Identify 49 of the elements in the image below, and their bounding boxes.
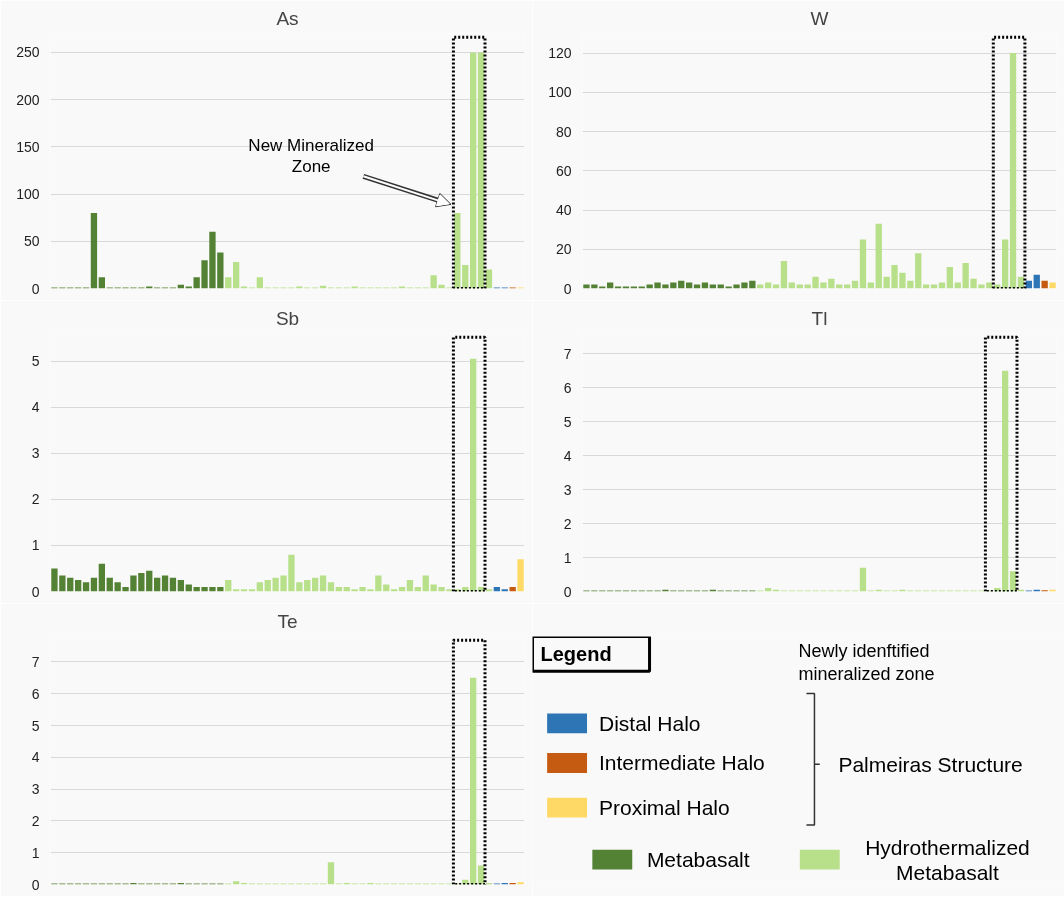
y-tick-label: 40	[555, 202, 572, 219]
y-tick-label: 120	[548, 45, 572, 62]
y-tick-label: 0	[563, 280, 572, 297]
y-tick-label: 6	[31, 685, 40, 702]
y-tick-label: 7	[563, 345, 572, 362]
y-tick-label: 6	[563, 379, 572, 396]
y-tick-label: 100	[16, 186, 40, 203]
y-tick-label: 3	[563, 481, 572, 498]
y-tick-label: 2	[31, 812, 40, 829]
y-tick-label: 0	[31, 876, 40, 893]
y-tick-label: 5	[31, 717, 40, 734]
y-tick-label: 2	[563, 515, 572, 532]
y-tick-label: 200	[16, 91, 40, 108]
y-tick-label: 5	[31, 353, 40, 370]
y-tick-label: 5	[563, 413, 572, 430]
y-tick-label: 1	[563, 549, 572, 566]
chart-title: Tl	[811, 307, 828, 329]
text: Palmeiras Structure	[838, 752, 1023, 776]
chart-title: Te	[277, 610, 298, 632]
y-tick-label: 0	[31, 280, 40, 297]
y-tick-label: 60	[555, 162, 572, 179]
legend-label: Distal Halo	[599, 711, 701, 735]
y-tick-label: 7	[31, 653, 40, 670]
chart-title: As	[276, 7, 299, 29]
y-tick-label: 3	[31, 781, 40, 798]
y-tick-label: 0	[31, 583, 40, 600]
y-tick-label: 100	[548, 84, 572, 101]
legend-label: Proximal Halo	[599, 796, 730, 820]
y-tick-label: 4	[31, 399, 40, 416]
legend-label: Metabasalt	[646, 848, 750, 872]
text: Newly idenftified mineralized zone	[798, 641, 935, 685]
legend-title: Legend	[540, 642, 612, 665]
y-tick-label: 80	[555, 123, 572, 140]
legend-label: Hydrothermalized Metabasalt	[865, 835, 1030, 884]
y-tick-label: 0	[563, 583, 572, 600]
chart-title: W	[810, 7, 829, 29]
y-tick-label: 1	[31, 844, 40, 861]
y-tick-label: 4	[31, 749, 40, 766]
legend-label: Intermediate Halo	[599, 751, 765, 775]
y-tick-label: 3	[31, 445, 40, 462]
y-tick-label: 20	[555, 241, 572, 258]
y-tick-label: 50	[23, 233, 40, 250]
y-tick-label: 4	[563, 447, 572, 464]
annotation: New Mineralized Zone	[248, 135, 375, 176]
y-tick-label: 250	[16, 44, 40, 61]
y-tick-label: 2	[31, 491, 40, 508]
chart-title: Sb	[275, 307, 300, 329]
y-tick-label: 1	[31, 537, 40, 554]
y-tick-label: 150	[16, 138, 40, 155]
